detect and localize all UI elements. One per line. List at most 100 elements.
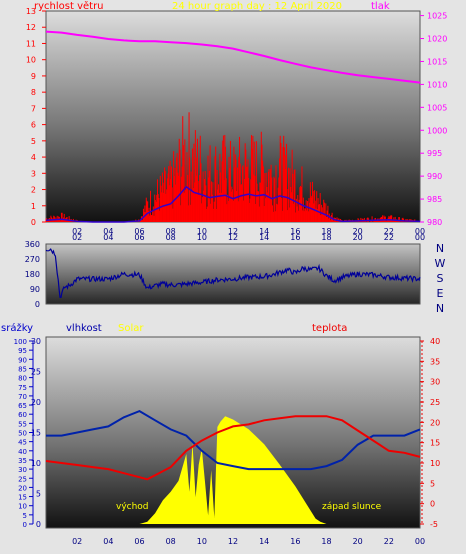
wind-series-group: [45, 30, 421, 223]
temperature-y-tick-label: 0: [430, 500, 435, 509]
rain-y-tick-label: 75: [18, 384, 27, 392]
wind-y-tick-label: 0: [31, 218, 36, 227]
rain-y-tick-label: 80: [18, 375, 27, 383]
direction-x-tick-label: 08: [166, 233, 176, 242]
pressure-y-tick-label: 1015: [427, 57, 447, 66]
compass-label: S: [437, 272, 444, 285]
pressure-y-tick-label: 1020: [427, 35, 447, 44]
rain-y-tick-label: 20: [18, 484, 27, 492]
temperature-line: [45, 415, 421, 481]
rain-y-tick-label: 50: [18, 430, 27, 438]
rain-y-tick-label: 85: [18, 365, 27, 373]
direction-axes: 0 90 180 270 360 02 04 06 08 10 12 14 16 18 20 22 00: [25, 233, 425, 309]
humidity-y-tick-label: 0: [36, 520, 41, 529]
direction-plot-area: [45, 243, 421, 305]
direction-x-tick-label: 14: [259, 233, 269, 242]
temperature-y-tick-label: 5: [430, 479, 435, 488]
wind-x-tick-label: 08: [166, 227, 176, 236]
pressure-y-tick-label: 995: [427, 149, 442, 158]
sunrise-label: východ: [116, 502, 149, 512]
pressure-y-tick-label: 1005: [427, 103, 447, 112]
wind-axis-label: rychlost větru: [34, 0, 104, 12]
temp-x-tick-label: 20: [353, 537, 363, 546]
rain-y-tick-label: 25: [18, 475, 27, 483]
temp-x-tick-label: 00: [415, 537, 425, 546]
direction-x-tick-label: 10: [197, 233, 207, 242]
wind-x-tick-label: 00: [415, 227, 425, 236]
rain-y-tick-label: 35: [18, 457, 27, 465]
rain-y-tick-label: 0: [23, 521, 27, 529]
temp-x-tick-label: 16: [290, 537, 300, 546]
solar-area: [46, 416, 420, 524]
direction-y-tick-label: 270: [25, 255, 40, 264]
temp-x-tick-label: 08: [166, 537, 176, 546]
temp-axes: 0510152025303540455055606570758085909510…: [14, 337, 441, 546]
direction-x-tick-label: 16: [290, 233, 300, 242]
temp-x-tick-label: 04: [103, 537, 113, 546]
temp-x-tick-label: 22: [384, 537, 394, 546]
wind-x-tick-label: 04: [103, 227, 113, 236]
rain-y-tick-label: 70: [18, 393, 27, 401]
direction-x-tick-label: 06: [134, 233, 144, 242]
humidity-y-tick-label: 10: [31, 459, 41, 468]
direction-x-tick-label: 04: [103, 233, 113, 242]
wind-y-tick-label: 13: [26, 7, 36, 16]
rain-y-tick-label: 90: [18, 356, 27, 364]
direction-y-tick-label: 360: [25, 240, 40, 249]
temperature-y-tick-label: 20: [430, 418, 440, 427]
wind-x-tick-label: 20: [353, 227, 363, 236]
pressure-y-tick-label: 990: [427, 172, 442, 181]
direction-x-tick-label: 02: [72, 233, 82, 242]
humidity-line: [46, 409, 421, 471]
wind-direction-line: [45, 248, 421, 299]
wind-plot-area: [45, 10, 421, 223]
temperature-y-tick-label: 25: [430, 398, 440, 407]
temp-x-tick-label: 18: [321, 537, 331, 546]
rain-y-tick-label: 5: [23, 512, 27, 520]
pressure-axis-label: tlak: [371, 1, 390, 12]
humidity-y-tick-label: 20: [31, 398, 41, 407]
direction-x-tick-label: 00: [415, 233, 425, 242]
rain-y-tick-label: 40: [18, 448, 27, 456]
pressure-y-tick-label: 985: [427, 195, 442, 204]
rain-y-tick-label: 10: [18, 503, 27, 511]
wind-y-tick-label: 1: [31, 202, 36, 211]
wind-x-tick-label: 12: [228, 227, 238, 236]
temp-x-tick-label: 12: [228, 537, 238, 546]
temp-x-tick-label: 06: [134, 537, 144, 546]
wind-x-tick-label: 22: [384, 227, 394, 236]
temp-x-tick-label: 14: [259, 537, 269, 546]
wind-average-line: [45, 185, 421, 223]
temperature-y-tick-label: 40: [430, 337, 440, 346]
humidity-y-tick-label: 15: [31, 429, 41, 438]
pressure-y-tick-label: 980: [427, 218, 442, 227]
direction-series-group: [45, 248, 421, 299]
pressure-y-tick-label: 1000: [427, 126, 447, 135]
solar-axis-label: Solar: [118, 323, 144, 334]
temperature-y-tick-label: -5: [430, 520, 438, 529]
temperature-y-tick-label: 15: [430, 439, 440, 448]
compass-label: N: [436, 302, 444, 315]
rain-y-tick-label: 60: [18, 411, 27, 419]
wind-y-tick-label: 2: [31, 186, 36, 195]
wind-y-tick-label: 9: [31, 72, 36, 81]
wind-x-tick-label: 02: [72, 227, 82, 236]
rain-y-tick-label: 15: [18, 494, 27, 502]
wind-pressure-panel: 0123456789101112139809859909951000100510…: [26, 0, 448, 236]
wind-y-tick-label: 10: [26, 56, 36, 65]
wind-x-tick-label: 06: [134, 227, 144, 236]
pressure-y-tick-label: 1025: [427, 12, 447, 21]
temp-x-tick-label: 10: [197, 537, 207, 546]
wind-y-tick-label: 7: [31, 104, 36, 113]
temperature-y-tick-label: 30: [430, 378, 440, 387]
wind-y-tick-label: 11: [26, 39, 36, 48]
compass-label: E: [437, 287, 444, 300]
wind-y-tick-label: 8: [31, 88, 36, 97]
direction-x-tick-label: 12: [228, 233, 238, 242]
wind-y-tick-label: 4: [31, 153, 36, 162]
rain-y-tick-label: 100: [14, 338, 27, 346]
wind-x-tick-label: 16: [290, 227, 300, 236]
